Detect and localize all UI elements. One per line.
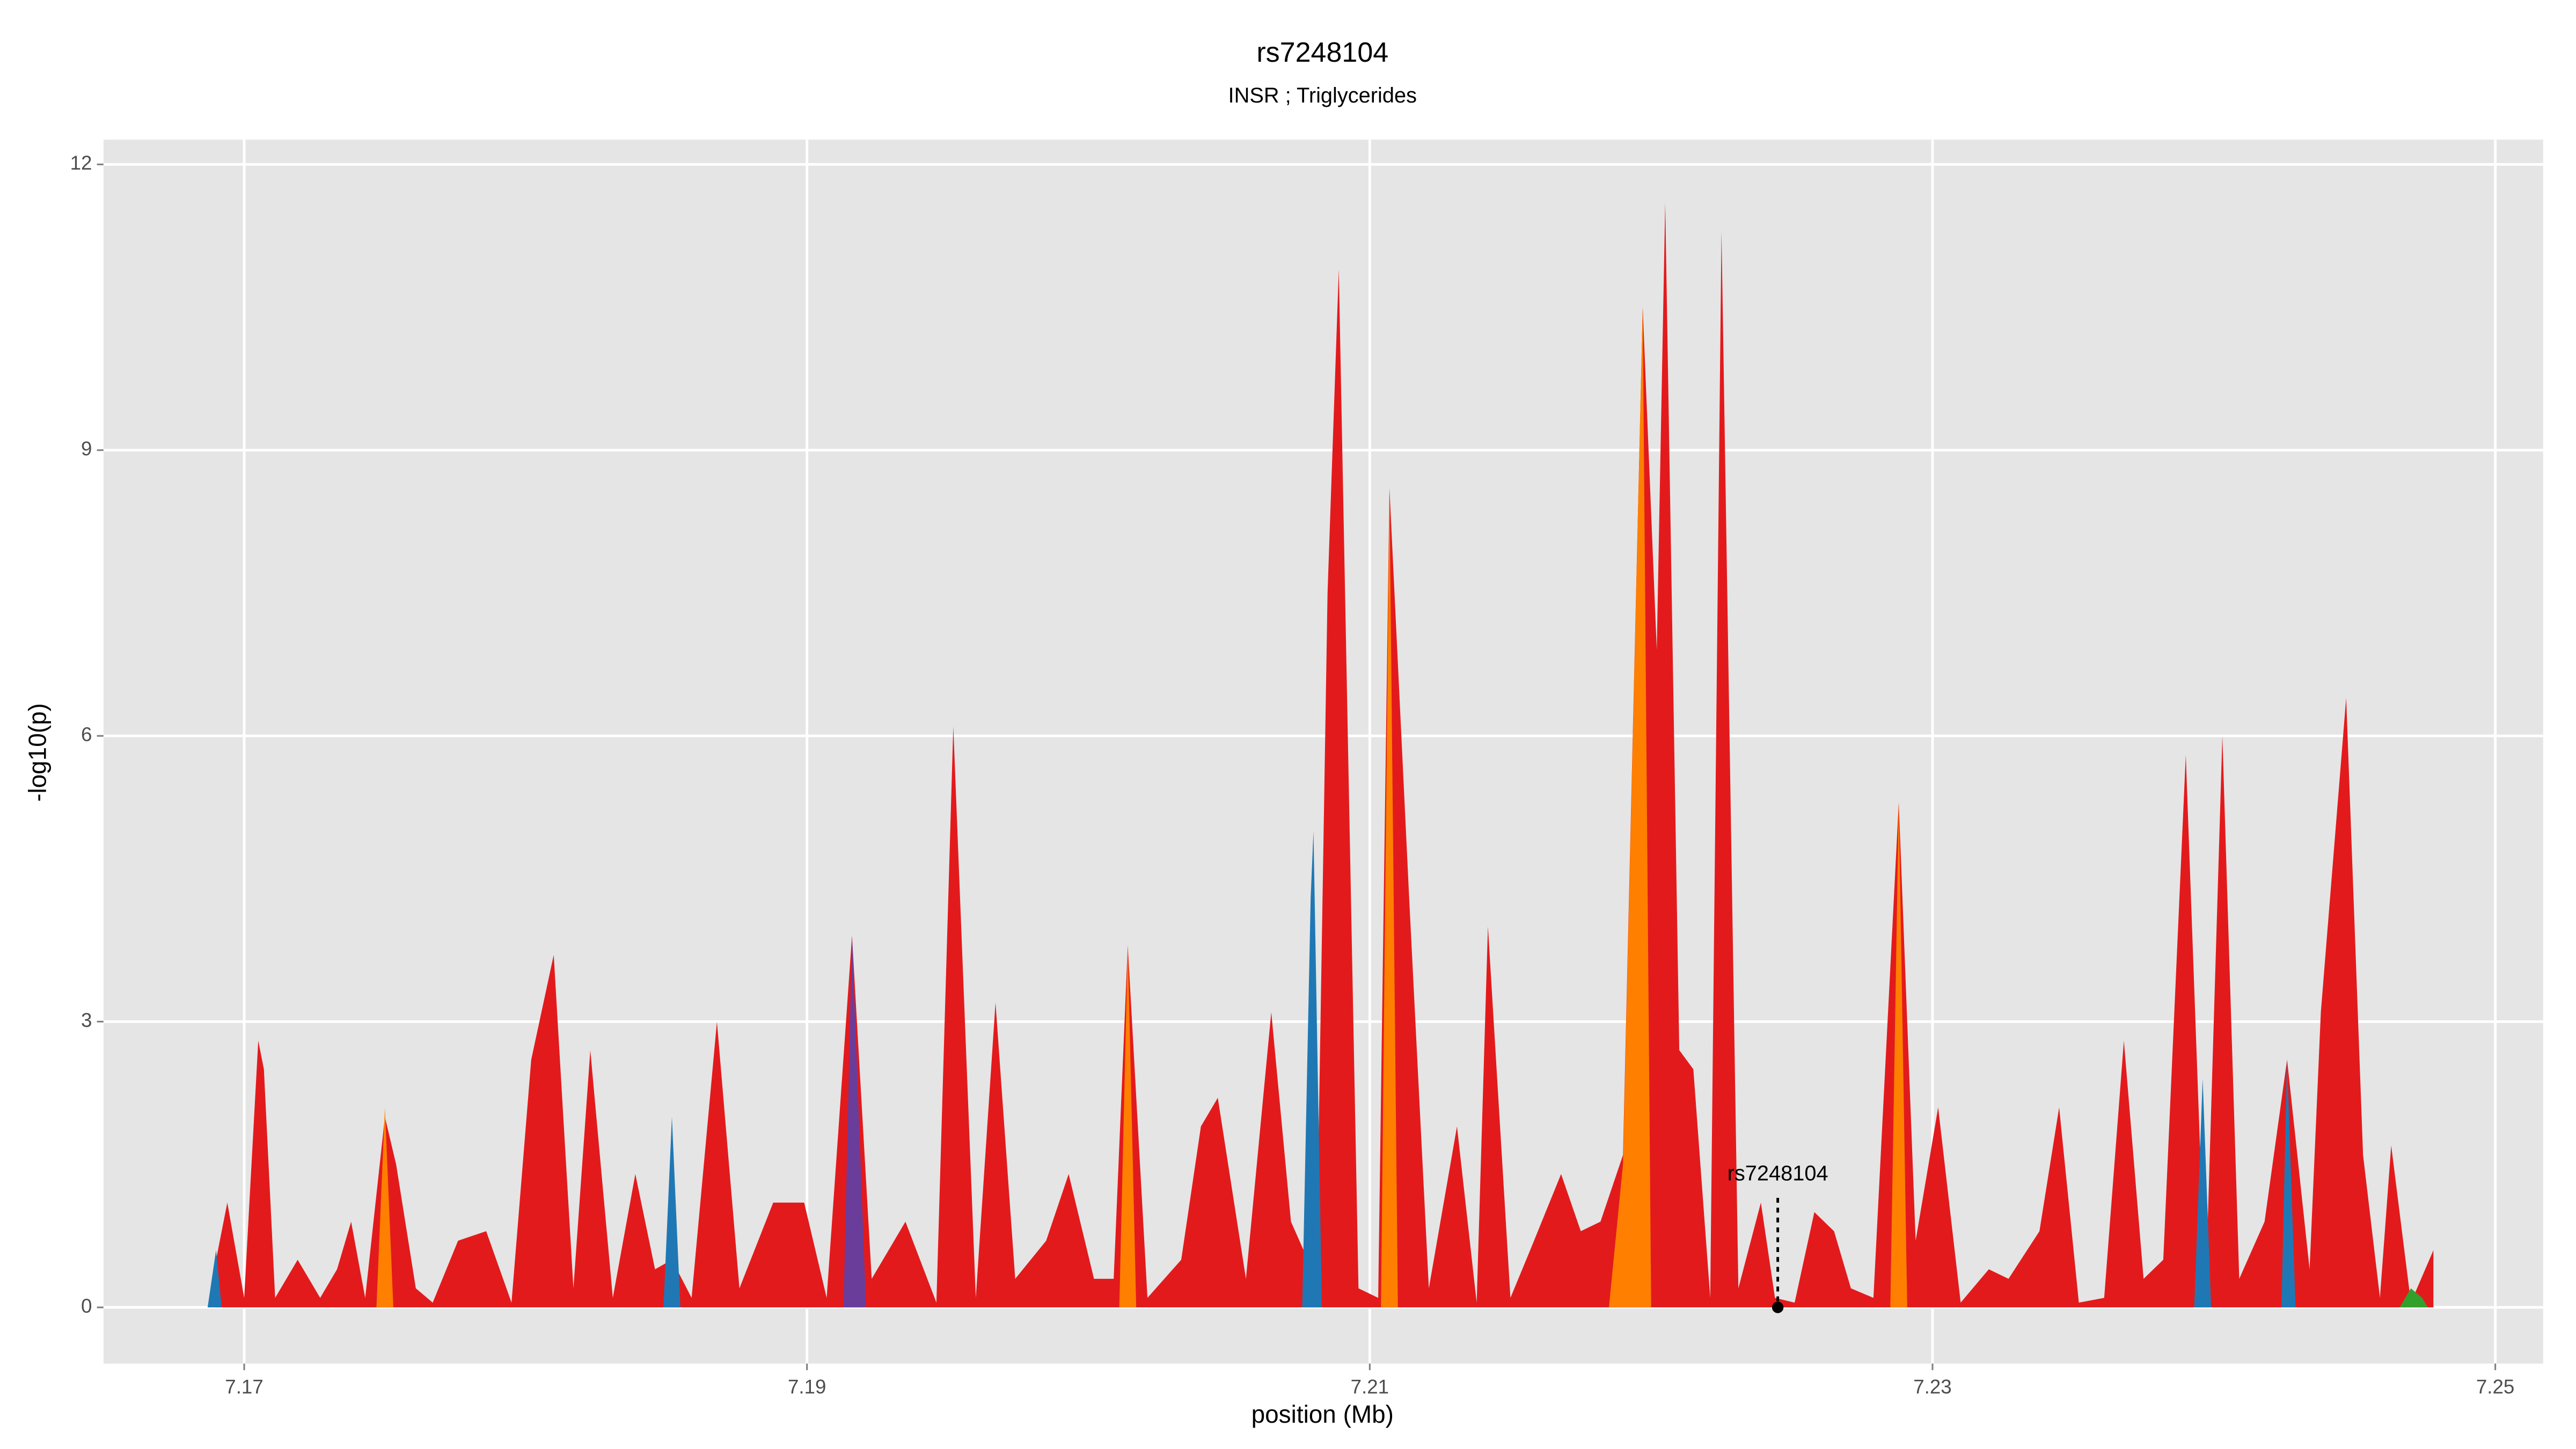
x-tick-label: 7.21	[1351, 1375, 1389, 1397]
x-axis-label: position (Mb)	[1252, 1400, 1394, 1428]
area	[843, 935, 866, 1308]
x-tick-label: 7.23	[1913, 1375, 1951, 1397]
chart-subtitle: INSR ; Triglycerides	[1228, 84, 1417, 107]
annotation-label: rs7248104	[1728, 1162, 1828, 1185]
y-tick-label: 12	[70, 152, 92, 174]
axes: 0 3 6 9 12 7.17 7.19 7.21 7.23 7.25	[70, 152, 2515, 1397]
x-tick-label: 7.17	[225, 1375, 263, 1397]
y-tick-label: 9	[81, 437, 92, 459]
y-tick-label: 0	[81, 1295, 92, 1317]
x-tick-label: 7.25	[2476, 1375, 2514, 1397]
y-axis-label: -log10(p)	[24, 703, 52, 802]
area	[2399, 1288, 2428, 1308]
y-tick-label: 6	[81, 723, 92, 745]
annotation-point	[1772, 1301, 1784, 1313]
area	[216, 202, 2434, 1308]
marks: rs7248104	[207, 202, 2434, 1313]
y-tick-label: 3	[81, 1009, 92, 1031]
chart-title: rs7248104	[1256, 37, 1388, 68]
x-tick-label: 7.19	[788, 1375, 826, 1397]
